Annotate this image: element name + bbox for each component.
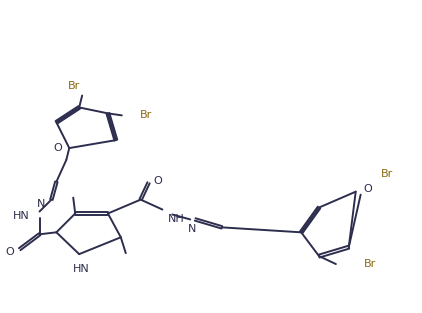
Text: Br: Br (68, 81, 80, 91)
Text: Br: Br (381, 169, 393, 179)
Text: O: O (364, 184, 372, 194)
Text: Br: Br (364, 259, 376, 269)
Text: HN: HN (73, 264, 89, 274)
Text: Br: Br (140, 110, 152, 121)
Text: N: N (188, 224, 196, 234)
Text: O: O (54, 143, 62, 153)
Text: O: O (5, 247, 14, 257)
Text: O: O (154, 176, 162, 186)
Text: N: N (37, 198, 46, 208)
Text: HN: HN (13, 212, 30, 222)
Text: NH: NH (168, 214, 184, 224)
